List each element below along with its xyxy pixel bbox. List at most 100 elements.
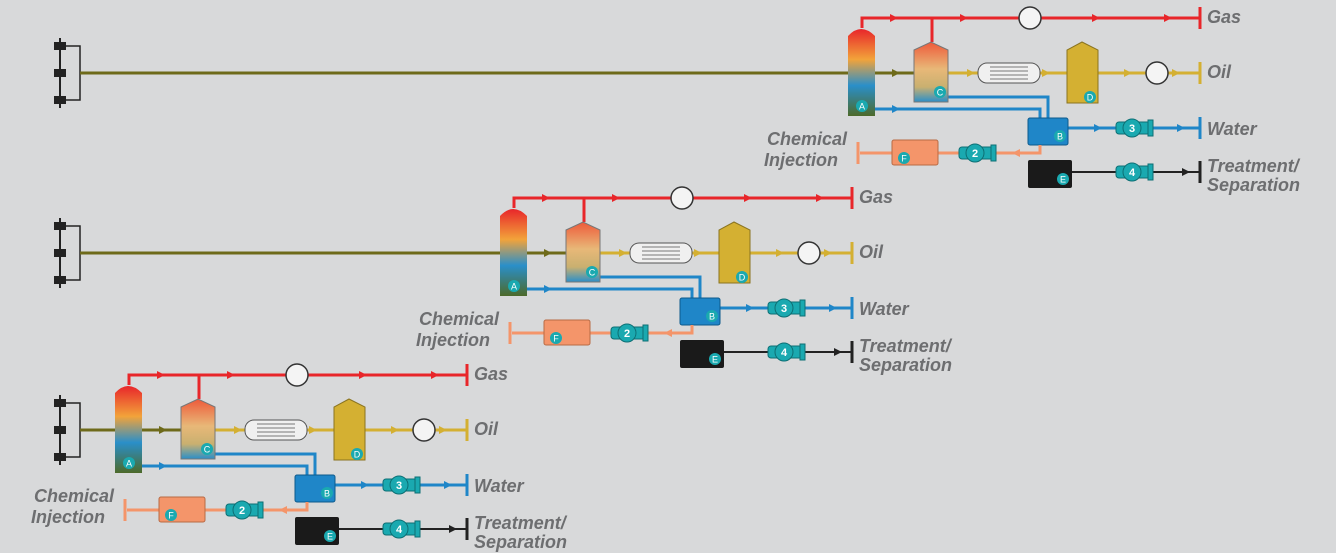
flow-arrow (234, 426, 242, 434)
pump-flange (1148, 120, 1153, 136)
flow-arrow (816, 194, 824, 202)
gas-label: Gas (1207, 7, 1241, 27)
flow-arrow (619, 249, 627, 257)
tank-f (544, 320, 590, 345)
heat-exchanger (245, 420, 307, 440)
flow-arrow (449, 525, 457, 533)
equipment-label: E (1060, 174, 1066, 184)
treatment-label: Separation (1207, 175, 1300, 195)
flow-arrow (1092, 14, 1100, 22)
flow-arrow (664, 329, 672, 337)
pump-number: 2 (239, 505, 245, 517)
flow-arrow (1182, 168, 1190, 176)
flow-arrow (746, 304, 754, 312)
pump-flange (800, 344, 805, 360)
flow-arrow (890, 14, 898, 22)
equipment-label: B (1057, 131, 1063, 141)
wellhead-valve (54, 249, 66, 257)
equipment-label: F (553, 333, 559, 343)
oil-pump (798, 242, 820, 264)
oil-pump (413, 419, 435, 441)
flow-arrow (544, 249, 552, 257)
pipe (527, 289, 692, 298)
chemical-label: Chemical (34, 486, 115, 506)
pump-number: 2 (624, 328, 630, 340)
flow-arrow (1164, 14, 1172, 22)
treatment-label: Treatment/ (859, 336, 953, 356)
pump-number: 4 (1129, 167, 1136, 179)
equipment-label: C (937, 87, 944, 97)
equipment-label: A (511, 281, 517, 291)
compressor (1019, 7, 1041, 29)
flow-arrow (834, 348, 842, 356)
equipment-label: F (168, 510, 174, 520)
equipment-label: F (901, 153, 907, 163)
flow-arrow (359, 371, 367, 379)
oil-label: Oil (474, 419, 499, 439)
pump-flange (258, 502, 263, 518)
equipment-label: D (1087, 92, 1094, 102)
flow-arrow (444, 481, 452, 489)
flow-arrow (279, 506, 287, 514)
pump-number: 2 (972, 148, 978, 160)
heat-exchanger (630, 243, 692, 263)
gas-label: Gas (474, 364, 508, 384)
pump-flange (800, 300, 805, 316)
equipment-label: B (709, 311, 715, 321)
flow-arrow (612, 194, 620, 202)
flow-arrow (892, 69, 900, 77)
flow-arrow (159, 426, 167, 434)
pump-number: 4 (396, 524, 403, 536)
pump-flange (415, 477, 420, 493)
flow-arrow (892, 105, 900, 113)
flow-arrow (309, 426, 317, 434)
pipe (875, 109, 1040, 118)
chemical-label: Chemical (767, 129, 848, 149)
oil-label: Oil (859, 242, 884, 262)
water-label: Water (1207, 119, 1258, 139)
flow-arrow (361, 481, 369, 489)
flow-arrow (1172, 69, 1180, 77)
treatment-label: Treatment/ (1207, 156, 1301, 176)
flow-arrow (227, 371, 235, 379)
flow-arrow (157, 371, 165, 379)
pipe (512, 325, 692, 333)
water-label: Water (474, 476, 525, 496)
pump-number: 3 (781, 303, 787, 315)
pipe (860, 145, 1040, 153)
tank-f (892, 140, 938, 165)
equipment-label: B (324, 488, 330, 498)
oil-pump (1146, 62, 1168, 84)
flow-arrow (776, 249, 784, 257)
flow-arrow (544, 285, 552, 293)
equipment-label: E (327, 531, 333, 541)
equipment-label: A (126, 458, 132, 468)
flow-arrow (159, 462, 167, 470)
flow-arrow (744, 194, 752, 202)
flow-arrow (967, 69, 975, 77)
flow-arrow (439, 426, 447, 434)
chemical-label: Chemical (419, 309, 500, 329)
pump-number: 3 (396, 480, 402, 492)
flow-arrow (824, 249, 832, 257)
heat-exchanger (978, 63, 1040, 83)
flow-arrow (1177, 124, 1185, 132)
pump-number: 3 (1129, 123, 1135, 135)
pump-flange (991, 145, 996, 161)
flow-arrow (1012, 149, 1020, 157)
compressor (286, 364, 308, 386)
treatment-label: Separation (859, 355, 952, 375)
pipe (127, 502, 307, 510)
treatment-label: Treatment/ (474, 513, 568, 533)
water-label: Water (859, 299, 910, 319)
flow-arrow (1042, 69, 1050, 77)
equipment-label: C (589, 267, 596, 277)
equipment-label: D (739, 272, 746, 282)
flow-arrow (829, 304, 837, 312)
flow-arrow (391, 426, 399, 434)
flow-arrow (1094, 124, 1102, 132)
flow-arrow (1124, 69, 1132, 77)
